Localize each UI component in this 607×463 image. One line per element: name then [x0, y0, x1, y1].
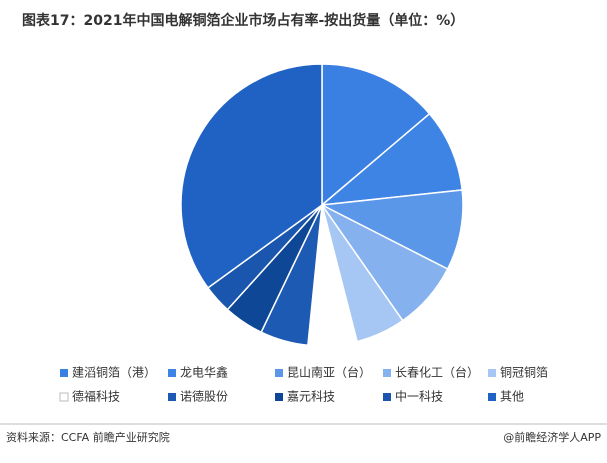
chart-title: 图表17：2021年中国电解铜箔企业市场占有率-按出货量（单位：%） [22, 12, 464, 29]
pie-slice [321, 63, 431, 207]
pie-slice [319, 112, 464, 207]
legend-label: 中一科技 [395, 389, 443, 404]
legend-swatch [168, 369, 176, 377]
legend-label: 德福科技 [72, 389, 120, 404]
pie-slice [180, 63, 323, 289]
legend-swatch [59, 392, 69, 402]
legend-swatch [383, 369, 391, 377]
source: 资料来源：CCFA 前瞻产业研究院 [6, 430, 170, 444]
legend-label: 建滔铜箔（港） [72, 365, 156, 380]
legend-swatch [488, 393, 496, 401]
legend-label: 昆山南亚（台） [287, 365, 371, 380]
legend-label: 嘉元科技 [287, 390, 335, 404]
legend-label: 其他 [500, 390, 524, 404]
legend-swatch [168, 393, 176, 401]
legend-swatch [275, 369, 283, 377]
legend-label: 铜冠铜箔 [500, 365, 548, 380]
legend-swatch [383, 393, 391, 401]
legend-label: 龙电华鑫 [180, 365, 228, 380]
legend-swatch [275, 393, 283, 401]
legend-swatch [488, 369, 496, 377]
legend-swatch [60, 369, 68, 377]
legend-label: 长春化工（台） [395, 365, 479, 380]
credit: @前瞻经济学人APP [503, 430, 601, 444]
pie-slice [319, 189, 464, 271]
legend-label: 诺德股份 [180, 389, 228, 404]
